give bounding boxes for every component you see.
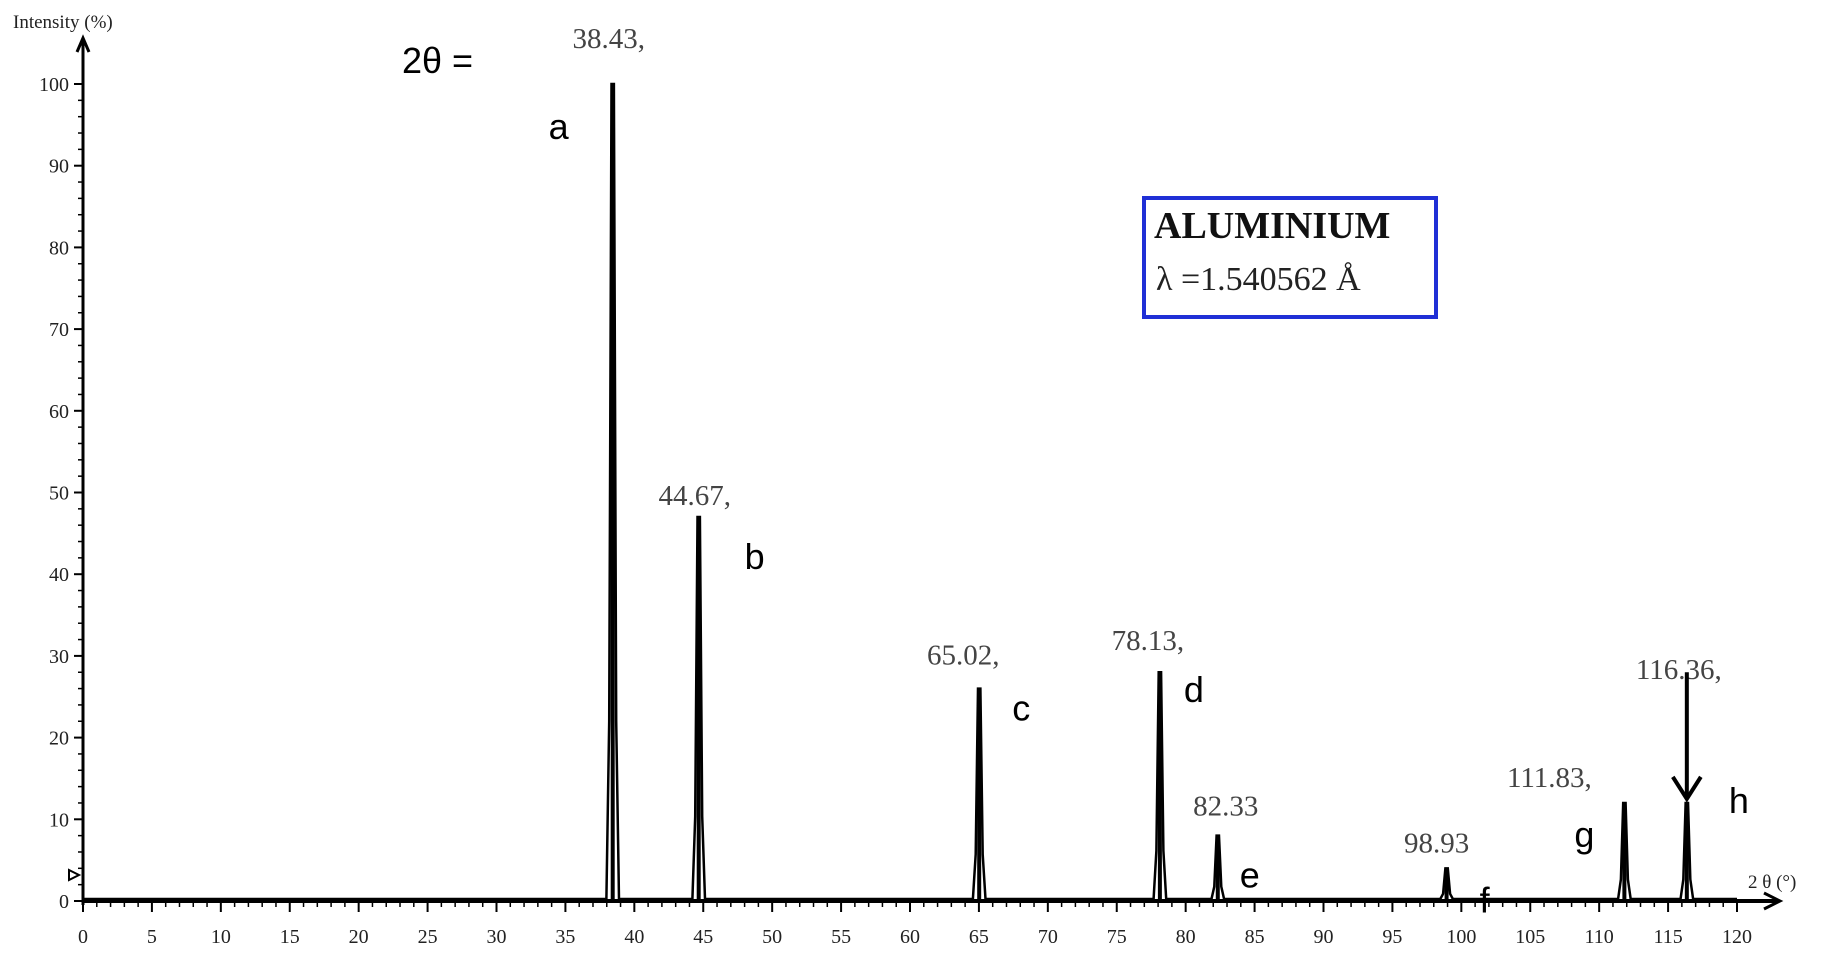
x-tick-label: 85 bbox=[1245, 926, 1265, 948]
x-tick-label: 100 bbox=[1446, 926, 1476, 948]
peak-letter-c: c bbox=[1012, 688, 1030, 729]
x-tick-label: 105 bbox=[1515, 926, 1545, 948]
x-tick-label: 95 bbox=[1382, 926, 1402, 948]
y-tick-label: 70 bbox=[49, 319, 69, 341]
x-tick-label: 110 bbox=[1585, 926, 1614, 948]
peak-value-label-e: 82.33 bbox=[1193, 791, 1258, 823]
x-tick-label: 70 bbox=[1038, 926, 1058, 948]
x-axis-arrow bbox=[1763, 891, 1784, 911]
x-tick-label: 0 bbox=[78, 926, 88, 948]
x-tick-label: 80 bbox=[1176, 926, 1196, 948]
x-tick-label: 25 bbox=[418, 926, 438, 948]
y-tick-label: 60 bbox=[49, 401, 69, 423]
x-tick-label: 35 bbox=[555, 926, 575, 948]
x-tick-label: 55 bbox=[831, 926, 851, 948]
x-tick-label: 40 bbox=[624, 926, 644, 948]
x-tick-label: 65 bbox=[969, 926, 989, 948]
y-tick-label: 50 bbox=[49, 483, 69, 505]
y-tick-label: 40 bbox=[49, 564, 69, 586]
diffraction-curve bbox=[83, 82, 1737, 901]
x-tick-label: 45 bbox=[693, 926, 713, 948]
y-tick-label: 30 bbox=[49, 646, 69, 668]
peak-letter-g: g bbox=[1574, 814, 1594, 855]
legend-wavelength: λ =1.540562 Å bbox=[1156, 261, 1361, 298]
x-tick-label: 60 bbox=[900, 926, 920, 948]
y-tick-label: 100 bbox=[39, 74, 69, 96]
peak-value-label-h: 116.36, bbox=[1636, 654, 1722, 686]
y-tick-label: 90 bbox=[49, 156, 69, 178]
peak-value-label-d: 78.13, bbox=[1112, 625, 1185, 657]
peak-letter-h: h bbox=[1729, 780, 1749, 821]
x-tick-label: 50 bbox=[762, 926, 782, 948]
peak-arrow-head bbox=[1671, 775, 1703, 803]
peak-value-label-c: 65.02, bbox=[927, 640, 1000, 672]
x-tick-label: 10 bbox=[211, 926, 231, 948]
peak-value-label-g: 111.83, bbox=[1507, 762, 1592, 794]
x-tick-label: 20 bbox=[349, 926, 369, 948]
peak-letter-f: f bbox=[1480, 879, 1491, 920]
peak-letter-d: d bbox=[1184, 669, 1204, 710]
origin-marker bbox=[68, 868, 82, 882]
peak-value-label-b: 44.67, bbox=[658, 480, 731, 512]
y-tick-label: 0 bbox=[59, 891, 69, 913]
x-tick-label: 15 bbox=[280, 926, 300, 948]
x-tick-label: 90 bbox=[1314, 926, 1334, 948]
two-theta-prefix: 2θ = bbox=[402, 40, 473, 81]
y-axis-arrow bbox=[75, 34, 91, 53]
x-tick-label: 30 bbox=[487, 926, 507, 948]
legend-material: ALUMINIUM bbox=[1154, 205, 1390, 247]
peak-letter-a: a bbox=[549, 106, 570, 147]
x-tick-label: 75 bbox=[1107, 926, 1127, 948]
x-tick-label: 5 bbox=[147, 926, 157, 948]
peak-value-label-f: 98.93 bbox=[1404, 827, 1469, 859]
y-tick-label: 80 bbox=[49, 237, 69, 259]
x-tick-label: 120 bbox=[1722, 926, 1752, 948]
legend-box: ALUMINIUM λ =1.540562 Å bbox=[1142, 196, 1438, 319]
x-tick-label: 115 bbox=[1653, 926, 1682, 948]
peak-letter-e: e bbox=[1240, 855, 1260, 896]
peak-letter-b: b bbox=[745, 536, 765, 577]
y-tick-label: 20 bbox=[49, 728, 69, 750]
y-axis-label: Intensity (%) bbox=[13, 12, 113, 33]
peak-value-label-a: 38.43, bbox=[572, 23, 645, 55]
y-tick-label: 10 bbox=[49, 809, 69, 831]
x-axis-label: 2 θ (°) bbox=[1748, 872, 1796, 893]
